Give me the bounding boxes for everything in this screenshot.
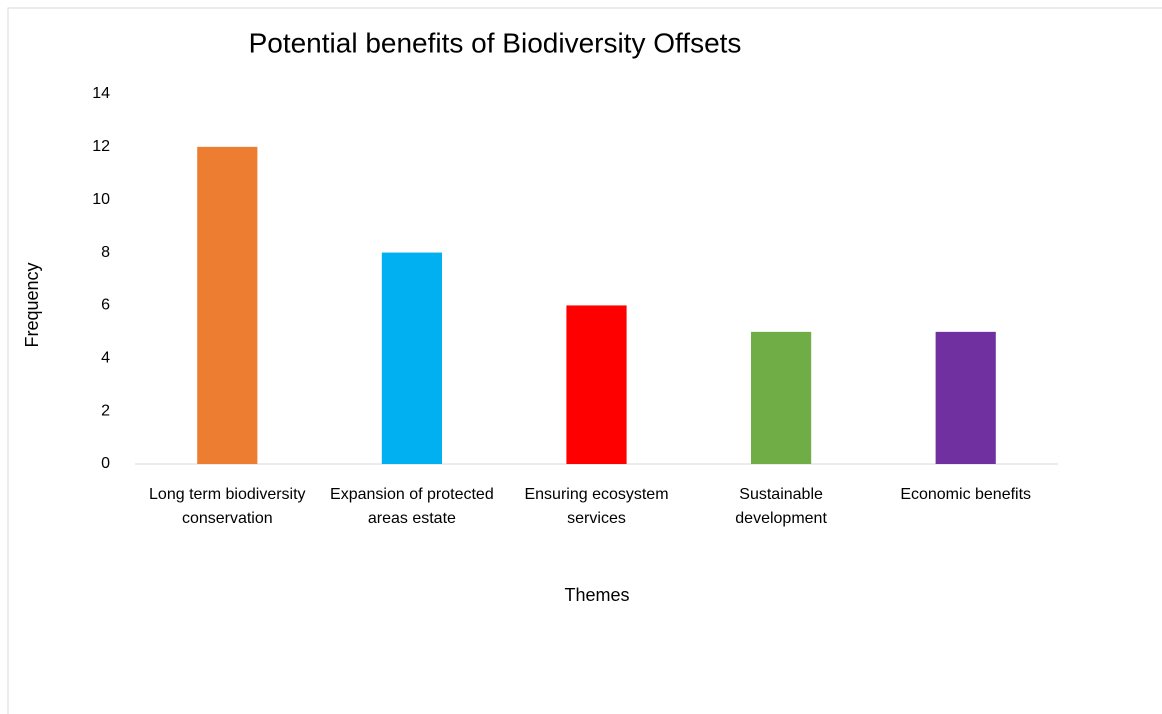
y-axis-title: Frequency: [22, 262, 42, 347]
bar: [566, 305, 627, 464]
bar: [197, 146, 258, 464]
chart-border: [7, 7, 1162, 714]
x-axis-title: Themes: [564, 585, 629, 605]
x-tick-label: Expansion of protected areas estate: [330, 486, 494, 527]
y-tick-label: 4: [101, 350, 110, 367]
bar: [751, 331, 812, 464]
y-tick-label: 10: [92, 191, 110, 208]
bar: [935, 331, 996, 464]
y-tick-label: 12: [92, 138, 110, 155]
chart-title: Potential benefits of Biodiversity Offse…: [249, 27, 742, 58]
x-tick-label: Sustainable development: [735, 486, 827, 527]
y-tick-label: 2: [101, 402, 110, 419]
y-tick-label: 0: [101, 455, 110, 472]
x-tick-label: Ensuring ecosystem services: [524, 486, 669, 527]
y-tick-label: 6: [101, 297, 110, 314]
x-tick-label: Long term biodiversity conservation: [149, 486, 306, 527]
y-tick-label: 8: [101, 244, 110, 261]
y-tick-label: 14: [92, 85, 110, 102]
bar: [381, 252, 442, 464]
x-tick-label: Economic benefits: [900, 486, 1032, 503]
